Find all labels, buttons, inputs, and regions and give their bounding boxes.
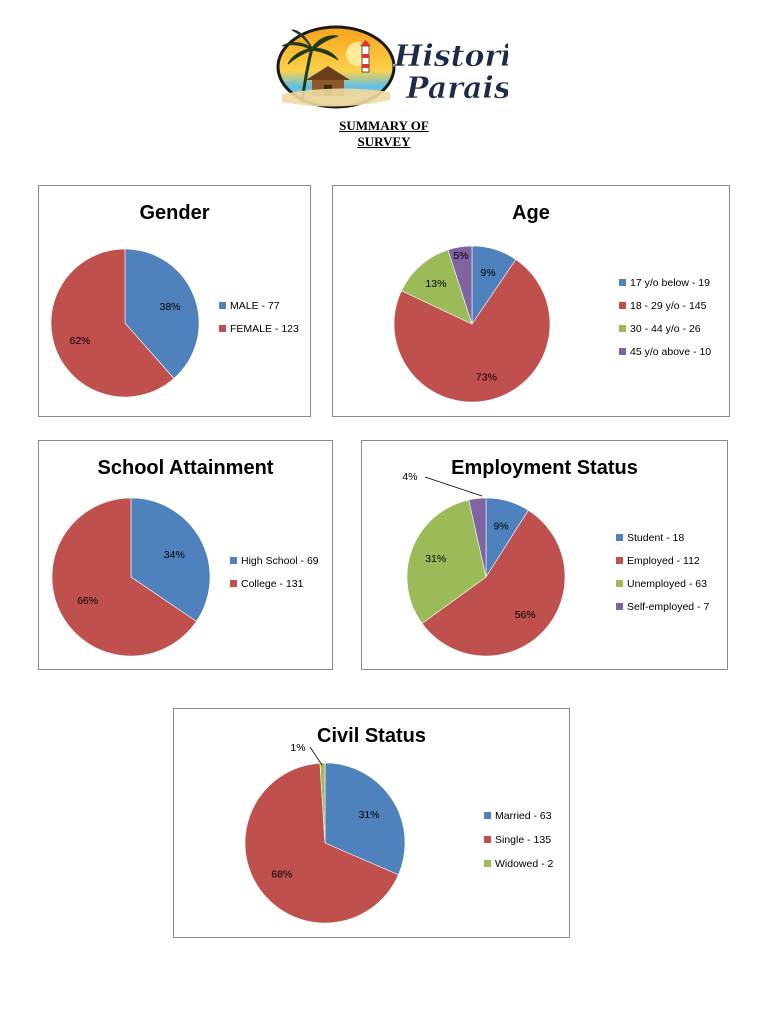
civil-status-legend-swatch [484, 860, 491, 867]
employment-status-legend-swatch [616, 557, 623, 564]
age-chart: Age 9% 73% 13% 5% 17 y/o below - 19 18 - 29 y/… [332, 185, 730, 417]
school-attainment-slice-high-school [130, 497, 211, 622]
age-title: Age [512, 202, 550, 224]
employment-status-legend-swatch [616, 534, 623, 541]
employment-status-percent-label: 31% [425, 553, 446, 565]
civil-status-leader-line [309, 746, 323, 766]
age-percent-label: 9% [481, 267, 496, 279]
gender-percent-label: 62% [69, 335, 90, 347]
civil-status-legend-swatch [484, 836, 491, 843]
school-attainment-svg: School Attainment 34% 66% High School - 69 C… [51, 457, 319, 657]
age-legend-label: 45 y/o above - 10 [630, 346, 711, 358]
civil-status-percent-label: 68% [271, 868, 292, 880]
gender-chart: Gender 38% 62% MALE - 77 FEMALE - 123 [38, 185, 311, 417]
school-attainment-legend-label: High School - 69 [241, 555, 319, 567]
gender-legend-swatch [219, 325, 226, 332]
palm-tree-icon [281, 29, 339, 103]
age-legend-swatch [619, 348, 626, 355]
civil-status-percent-label: 31% [359, 809, 380, 821]
civil-status-legend-label: Married - 63 [495, 810, 552, 822]
age-slice-30 [401, 249, 473, 325]
brand-line2: Paraiso [405, 71, 508, 106]
beach-shape [282, 88, 390, 107]
employment-status-slice-self-employed [468, 497, 487, 578]
brand-logo: Historico Paraiso [272, 22, 550, 112]
employment-status-svg: Employment Status 9% 56% 31% 4% Student - 18 E… [402, 457, 709, 657]
employment-status-legend-label: Unemployed - 63 [627, 578, 707, 590]
age-percent-label: 5% [453, 250, 468, 262]
gender-title: Gender [139, 202, 209, 224]
document-title: SUMMARY OF SURVEY [284, 118, 484, 150]
employment-status-legend-label: Student - 18 [627, 532, 684, 544]
gender-slice-male [124, 248, 200, 379]
gender-legend-label: MALE - 77 [230, 300, 280, 312]
employment-status-title: Employment Status [451, 457, 638, 479]
age-legend-label: 17 y/o below - 19 [630, 277, 710, 289]
age-percent-label: 73% [476, 372, 497, 384]
school-attainment-legend-label: College - 131 [241, 578, 304, 590]
employment-status-legend-swatch [616, 580, 623, 587]
civil-status-slice-widowed [319, 762, 326, 844]
gender-svg: Gender 38% 62% MALE - 77 FEMALE - 123 [50, 202, 299, 398]
lighthouse-icon [360, 40, 371, 73]
brand-line1: Historico [393, 39, 508, 74]
school-attainment-percent-label: 34% [164, 549, 185, 561]
employment-status-percent-label: 56% [515, 609, 536, 621]
employment-status-chart: Employment Status 9% 56% 31% 4% Student - 18 E… [361, 440, 728, 670]
civil-status-title: Civil Status [317, 725, 426, 747]
age-legend-swatch [619, 302, 626, 309]
civil-status-legend-swatch [484, 812, 491, 819]
civil-status-slice-married [324, 762, 406, 876]
employment-status-legend-label: Self-employed - 7 [627, 601, 709, 613]
civil-status-legend-label: Single - 135 [495, 834, 551, 846]
gender-legend-label: FEMALE - 123 [230, 323, 299, 335]
civil-status-slice-single [244, 762, 399, 924]
age-slice-45-y-o-above [447, 245, 473, 325]
employment-status-legend-swatch [616, 603, 623, 610]
employment-status-legend-label: Employed - 112 [627, 555, 700, 567]
age-legend-swatch [619, 325, 626, 332]
age-slice-18 [393, 259, 551, 403]
school-attainment-percent-label: 66% [77, 595, 98, 607]
age-legend-label: 18 - 29 y/o - 145 [630, 300, 707, 312]
school-attainment-legend-swatch [230, 557, 237, 564]
civil-status-chart: Civil Status 31% 68% 1% Married - 63 Single -… [173, 708, 570, 938]
school-attainment-legend-swatch [230, 580, 237, 587]
age-percent-label: 13% [425, 278, 446, 290]
employment-status-percent-label: 4% [402, 471, 417, 483]
school-attainment-title: School Attainment [98, 457, 274, 479]
document-title-line2: SURVEY [357, 134, 411, 149]
gender-percent-label: 38% [159, 301, 180, 313]
age-legend-label: 30 - 44 y/o - 26 [630, 323, 701, 335]
gender-slice-female [50, 248, 175, 398]
school-attainment-slice-college [51, 497, 197, 657]
employment-status-leader-line [424, 476, 483, 497]
civil-status-legend-label: Widowed - 2 [495, 858, 554, 870]
logo-graphic: Historico Paraiso [276, 25, 550, 109]
employment-status-percent-label: 9% [493, 520, 508, 532]
school-attainment-chart: School Attainment 34% 66% High School - 69 C… [38, 440, 333, 670]
gender-legend-swatch [219, 302, 226, 309]
employment-status-slice-unemployed [406, 499, 487, 624]
employment-status-slice-employed [421, 509, 566, 657]
age-svg: Age 9% 73% 13% 5% 17 y/o below - 19 18 - 29 y/… [393, 202, 711, 403]
civil-status-percent-label: 1% [290, 742, 305, 754]
civil-status-svg: Civil Status 31% 68% 1% Married - 63 Single -… [244, 725, 554, 924]
document-title-line1: SUMMARY OF [339, 118, 429, 133]
age-legend-swatch [619, 279, 626, 286]
